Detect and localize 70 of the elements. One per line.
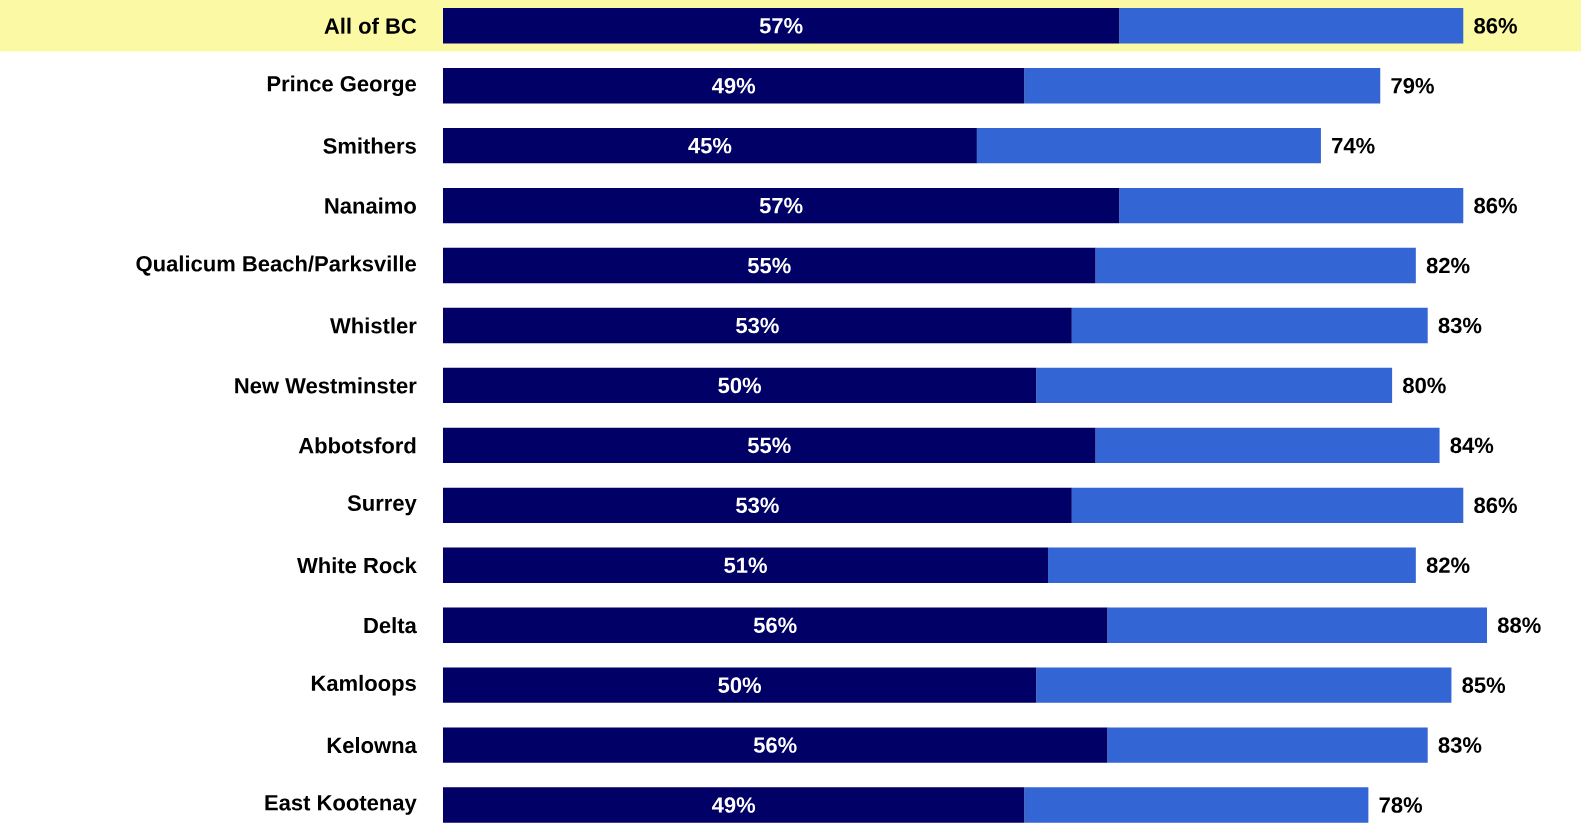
total-label: 86% <box>1474 497 1517 514</box>
bar <box>443 607 1108 643</box>
y-tick-label: Qualicum Beach/Parksville <box>136 255 417 276</box>
data-label: 45% <box>688 137 732 154</box>
total-label: 85% <box>1462 677 1506 693</box>
data-label: 55% <box>747 257 791 274</box>
data-label: 53% <box>736 497 779 514</box>
y-tick-label: East Kootenay <box>265 795 417 815</box>
total-label: 83% <box>1438 317 1482 334</box>
total-label: 83% <box>1438 737 1482 753</box>
bar <box>1107 727 1428 763</box>
data-label: 49% <box>711 797 756 813</box>
total-label: 88% <box>1497 617 1541 633</box>
bar <box>443 247 1096 284</box>
bar <box>443 367 1037 404</box>
bar <box>1036 667 1452 703</box>
y-tick-label: Kamloops <box>311 674 416 696</box>
bar <box>1071 307 1428 344</box>
bar <box>443 727 1108 763</box>
total-label: 84% <box>1450 437 1494 454</box>
total-label: 79% <box>1391 77 1434 94</box>
data-label: 53% <box>736 317 779 334</box>
bar <box>1107 607 1488 643</box>
y-tick-label: Kelowna <box>327 737 417 754</box>
bar <box>1095 247 1416 284</box>
y-tick-label: Nanaimo <box>325 197 416 214</box>
data-label: 56% <box>753 617 797 633</box>
data-label: 50% <box>718 677 762 693</box>
bar <box>443 427 1096 464</box>
total-label: 78% <box>1379 797 1423 813</box>
total-label: 86% <box>1474 197 1517 214</box>
data-label: 55% <box>747 437 791 454</box>
y-tick-label: All of BC <box>324 17 417 34</box>
y-tick-label: Whistler <box>330 317 417 334</box>
bar <box>1095 427 1440 464</box>
total-label: 74% <box>1332 137 1375 154</box>
bar <box>443 667 1037 703</box>
y-tick-label: Smithers <box>323 137 416 154</box>
y-tick-label: Delta <box>364 617 417 634</box>
bar <box>1024 787 1369 823</box>
data-label: 57% <box>759 197 803 214</box>
y-tick-label: White Rock <box>297 557 417 574</box>
total-label: 80% <box>1403 377 1446 394</box>
total-label: 82% <box>1426 257 1470 274</box>
bar <box>443 487 1072 523</box>
bar <box>443 307 1072 344</box>
total-label: 82% <box>1426 557 1470 574</box>
bar <box>1119 187 1464 224</box>
bar <box>443 68 1025 104</box>
data-label: 49% <box>711 77 756 94</box>
bar <box>443 787 1025 823</box>
data-label: 57% <box>759 18 803 34</box>
bar <box>1071 487 1464 523</box>
bar <box>443 547 1049 583</box>
bar <box>976 127 1321 164</box>
bar <box>443 127 977 164</box>
y-tick-label: Surrey <box>347 495 417 516</box>
data-label: 56% <box>753 737 797 753</box>
data-label: 51% <box>724 557 767 574</box>
bar <box>1119 8 1464 44</box>
y-tick-label: New Westminster <box>235 377 417 394</box>
bar <box>1048 547 1416 583</box>
data-label: 50% <box>718 377 762 394</box>
y-tick-label: Abbotsford <box>298 437 416 454</box>
bar <box>443 8 1120 44</box>
bar <box>1024 68 1381 104</box>
y-tick-label: Prince George <box>267 75 417 96</box>
total-label: 86% <box>1474 17 1517 34</box>
bar <box>443 187 1120 224</box>
bar <box>1036 367 1393 404</box>
